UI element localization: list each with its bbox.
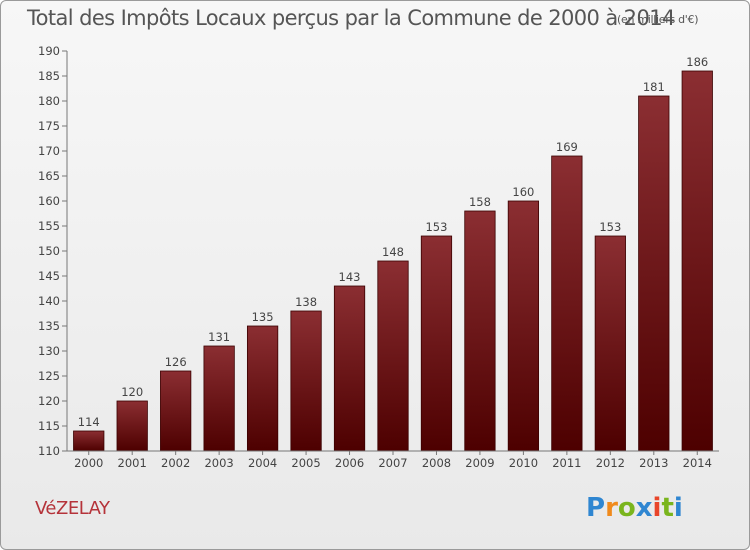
y-axis: 110 115 120 125 130 135 140 145 150 155 160 165 170 1… [38, 44, 68, 458]
bar-2012 [594, 235, 626, 452]
data-label-2008: 153 [425, 220, 447, 234]
x-tick-label: 2012 [596, 456, 625, 470]
x-tick-label: 2007 [378, 456, 407, 470]
bar-2009 [464, 210, 496, 452]
y-tick-label: 140 [38, 294, 60, 308]
y-tick-label: 190 [38, 44, 60, 58]
data-label-2000: 114 [78, 415, 100, 429]
y-tick-label: 150 [38, 244, 60, 258]
bar-2011 [551, 155, 583, 452]
bar-2005 [290, 310, 322, 452]
data-label-2005: 138 [295, 295, 317, 309]
proxiti-logo: Proxiti [586, 493, 683, 523]
x-tick-label: 2013 [639, 456, 668, 470]
y-tick-label: 110 [38, 444, 60, 458]
x-tick-label: 2004 [248, 456, 277, 470]
x-tick-label: 2003 [204, 456, 233, 470]
x-tick-label: 2002 [161, 456, 190, 470]
commune-name: VéZELAY [35, 498, 110, 519]
y-tick-label: 115 [38, 419, 60, 433]
data-label-2004: 135 [252, 310, 274, 324]
bar-2003 [203, 345, 235, 452]
x-tick-label: 2006 [335, 456, 364, 470]
bar-2000 [73, 430, 105, 452]
bar-series: 114 120 126 131 135 138 143 148 153 158 160 169 153 1… [73, 55, 713, 452]
chart-subtitle: (en milliers d'€) [617, 13, 699, 26]
bar-2008 [420, 235, 453, 452]
y-tick-label: 175 [38, 119, 60, 133]
bar-2001 [116, 400, 148, 452]
x-tick-label: 2008 [422, 456, 451, 470]
data-label-2001: 120 [121, 385, 143, 399]
bar-2002 [160, 370, 192, 452]
y-tick-label: 125 [38, 369, 60, 383]
x-axis: 2000 2001 2002 2003 2004 2005 2006 2007 2008 2009… [67, 450, 719, 470]
x-tick-label: 2005 [291, 456, 320, 470]
svg-text:Proxiti: Proxiti [586, 493, 683, 523]
bar-2006 [333, 285, 366, 452]
y-tick-label: 135 [38, 319, 60, 333]
y-tick-label: 165 [38, 169, 60, 183]
bar-2014 [681, 70, 713, 452]
x-tick-label: 2009 [465, 456, 494, 470]
bar-2010 [507, 200, 540, 452]
data-label-2009: 158 [469, 195, 491, 209]
data-label-2007: 148 [382, 245, 404, 259]
x-tick-label: 2001 [118, 456, 147, 470]
bar-2007 [377, 260, 409, 452]
data-label-2013: 181 [643, 80, 665, 94]
x-tick-label: 2011 [552, 456, 581, 470]
data-label-2012: 153 [599, 220, 621, 234]
data-label-2010: 160 [512, 185, 534, 199]
data-label-2002: 126 [165, 355, 187, 369]
x-tick-label: 2010 [509, 456, 538, 470]
y-tick-label: 160 [38, 194, 60, 208]
data-label-2014: 186 [686, 55, 708, 69]
chart-title: Total des Impôts Locaux perçus par la Co… [27, 6, 675, 30]
x-tick-label: 2014 [683, 456, 712, 470]
bar-2013 [638, 95, 670, 452]
data-label-2003: 131 [208, 330, 230, 344]
y-tick-label: 145 [38, 269, 60, 283]
data-label-2011: 169 [556, 140, 578, 154]
data-label-2006: 143 [339, 270, 361, 284]
y-tick-label: 185 [38, 69, 60, 83]
bar-2004 [246, 325, 279, 452]
y-tick-label: 130 [38, 344, 60, 358]
x-tick-label: 2000 [74, 456, 103, 470]
y-tick-label: 120 [38, 394, 60, 408]
y-tick-label: 155 [38, 219, 60, 233]
y-tick-label: 170 [38, 144, 60, 158]
y-tick-label: 180 [38, 94, 60, 108]
